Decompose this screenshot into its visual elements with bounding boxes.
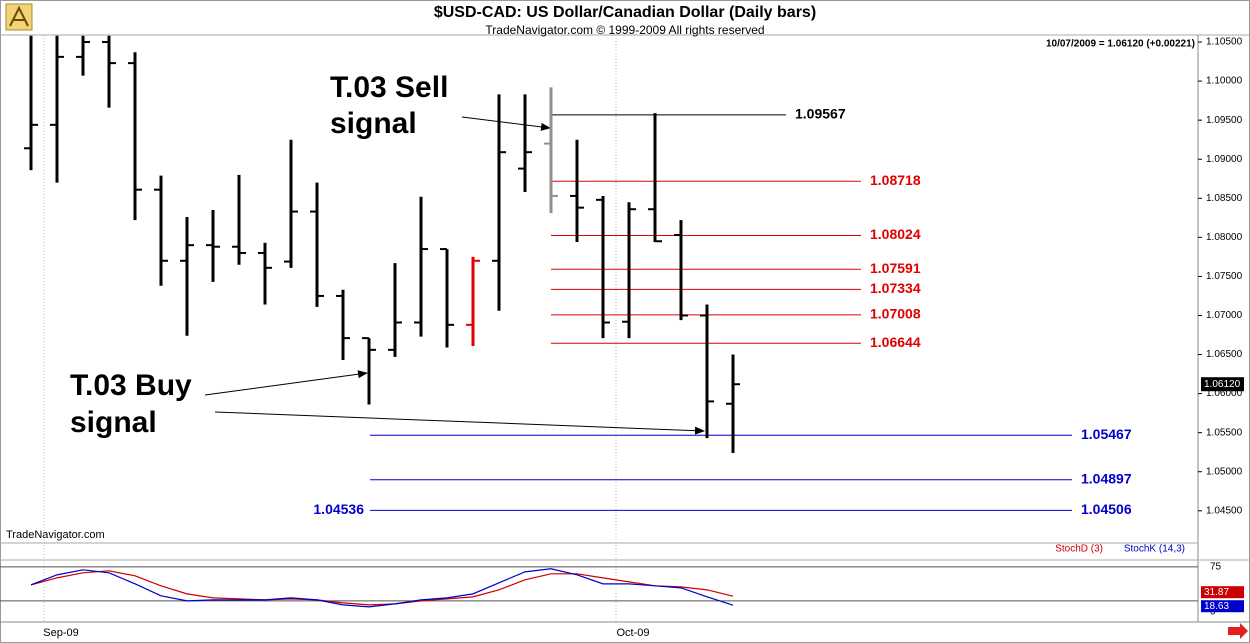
level-label: 1.04536 [313, 501, 364, 517]
price-bar [544, 87, 558, 214]
y-tick-label: 1.08500 [1206, 193, 1243, 204]
chart-title: $USD-CAD: US Dollar/Canadian Dollar (Dai… [434, 4, 816, 21]
y-tick-label: 1.10000 [1206, 76, 1243, 87]
arrows [204, 116, 705, 435]
price-bar [362, 337, 376, 405]
level-label: 1.04897 [1081, 470, 1132, 486]
annotation: signal [330, 107, 417, 140]
price-bar [206, 210, 220, 282]
x-tick-label: Oct-09 [616, 627, 649, 639]
level-label: 1.04506 [1081, 501, 1132, 517]
level-label: 1.08024 [870, 226, 921, 242]
y-tick-label: 1.04500 [1206, 505, 1243, 516]
y-tick-label: 1.05500 [1206, 427, 1243, 438]
last-price-label: 1.06120 [1204, 379, 1241, 390]
price-bar [310, 182, 324, 307]
y-tick-label: 1.07000 [1206, 310, 1243, 321]
level-label: 1.09567 [795, 106, 846, 122]
price-bar [440, 248, 454, 348]
price-bar [466, 256, 480, 346]
arrow [214, 411, 705, 435]
y-tick-label: 1.09000 [1206, 154, 1243, 165]
y-tick-label: 1.06500 [1206, 349, 1243, 360]
scroll-arrow[interactable] [1228, 623, 1248, 639]
logo [5, 3, 33, 31]
price-bar [700, 304, 714, 439]
price-bar [492, 94, 506, 311]
y-tick-label: 1.09500 [1206, 115, 1243, 126]
price-bar [284, 139, 298, 268]
price-bar [388, 263, 402, 357]
price-bar [258, 242, 272, 305]
price-bar [232, 174, 246, 265]
x-tick-label: Sep-09 [43, 627, 78, 639]
price-bar [648, 113, 662, 243]
stoch-line [30, 570, 734, 606]
annotation: T.03 Sell [330, 71, 448, 104]
annotation: signal [70, 406, 157, 439]
price-bar [180, 217, 194, 336]
stoch-line [30, 568, 734, 608]
last-value-box [1201, 600, 1244, 613]
arrow [204, 370, 368, 396]
last-price-box [1201, 377, 1244, 392]
y-tick-label: 1.06000 [1206, 388, 1243, 399]
arrow [461, 116, 551, 131]
last-value-label: 31.87 [1204, 587, 1229, 598]
price-bar [102, 35, 116, 108]
annotations: T.03 Sell signal T.03 Buy signal [70, 71, 448, 439]
last-value-label: 18.63 [1204, 601, 1229, 612]
level-label: 1.08718 [870, 172, 921, 188]
y-tick-label: 1.10500 [1206, 37, 1243, 48]
price-bar [414, 196, 428, 337]
y-tick-label: 75 [1210, 561, 1222, 572]
level-label: 1.07591 [870, 260, 921, 276]
price-bar [570, 139, 584, 243]
price-bar [622, 202, 636, 339]
annotation: T.03 Buy [70, 369, 192, 402]
y-tick-label: 1.08000 [1206, 232, 1243, 243]
legend-entry: StochD (3) [1055, 544, 1103, 555]
price-bar [726, 354, 740, 453]
price-bar [596, 195, 610, 339]
price-bar [674, 220, 688, 321]
price-bar [128, 52, 142, 221]
y-tick-label: 1.05000 [1206, 466, 1243, 477]
price-bar [154, 175, 168, 286]
last-value-box [1201, 586, 1244, 599]
price-bar [24, 35, 38, 171]
legend-entry: StochK (14,3) [1124, 544, 1185, 555]
chart-subtitle: TradeNavigator.com © 1999-2009 All right… [485, 23, 764, 37]
y-tick-label: 1.07500 [1206, 271, 1243, 282]
level-label: 1.07008 [870, 306, 921, 322]
price-bar [50, 35, 64, 183]
price-bar [518, 94, 532, 193]
level-label: 1.05467 [1081, 426, 1132, 442]
quote: 10/07/2009 = 1.06120 (+0.00221) [1046, 39, 1195, 50]
price-bar [76, 35, 90, 76]
watermark: TradeNavigator.com [6, 529, 105, 541]
price-bar [336, 289, 350, 360]
level-label: 1.06644 [870, 334, 921, 350]
level-label: 1.07334 [870, 280, 921, 296]
